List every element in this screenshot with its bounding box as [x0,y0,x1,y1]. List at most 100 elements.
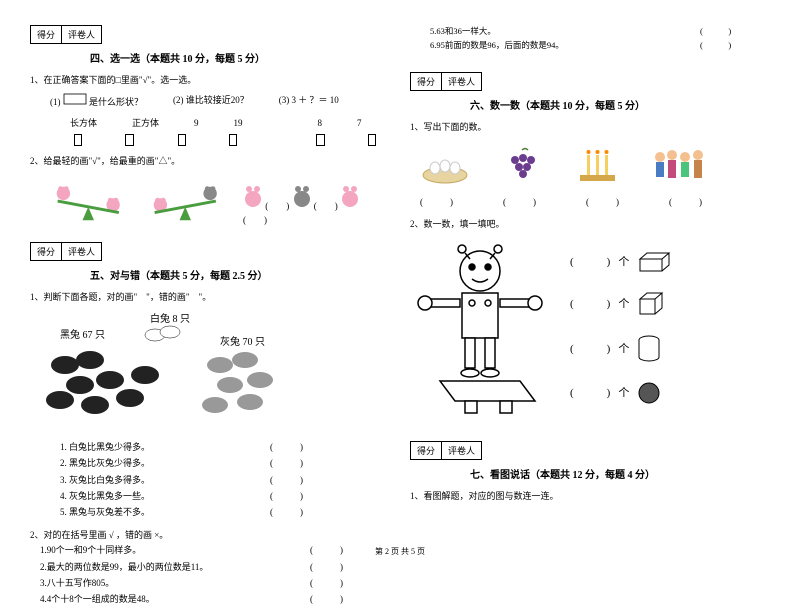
cylinder-shape-icon [637,335,661,363]
q5-2-stem: 2、对的在括号里画 √ ，错的画 ×。 [30,528,380,542]
seesaw-row: ( ) ( ) ( ) [50,179,380,228]
section-5-block: 得分 评卷人 五、对与错（本题共 5 分，每题 2.5 分） [30,242,380,282]
rabbits-image: 白兔 8 只 黑兔 67 只 灰兔 70 只 [30,310,310,430]
tf-item: 3. 灰兔比白兔多得多。( ) [60,472,310,488]
q4-2: 2、给最轻的画"√"，给最重的画"△"。 ( ) ( ) ( ) [30,154,380,227]
section-7-block: 得分 评卷人 七、看图说话（本题共 12 分，每题 4 分） [410,441,770,481]
left-column: 得分 评卷人 四、选一选（本题共 10 分，每题 5 分） 1、在正确答案下面的… [0,0,400,565]
bunny-icon [243,179,263,209]
people-item [650,145,710,189]
label-8: 8 [318,116,323,130]
grader-label: 评卷人 [442,442,481,459]
score-label: 得分 [411,73,442,90]
white-label: 白兔 8 只 [150,312,190,325]
label-cube: 正方体 [132,116,159,130]
answer-bracket[interactable]: ( ) [586,195,619,209]
answer-brackets: ( ) ( ) ( ) [243,179,380,228]
score-box-5: 得分 评卷人 [30,242,102,261]
black-label: 黑兔 67 只 [60,328,105,341]
q4-1-p2: (2) 谁比较接近20？ [173,93,249,109]
score-label: 得分 [31,26,62,43]
sphere-shape-icon [637,381,661,405]
shape-row-sphere: ( )个 [570,381,672,405]
seesaw-1-icon [50,183,127,223]
q5-2: 2、对的在括号里画 √ ，错的画 ×。 1.90个一和9个十同样多。( ) 2.… [30,528,380,607]
label-cuboid: 长方体 [70,116,97,130]
eggs-item [420,150,470,189]
grader-label: 评卷人 [62,243,101,260]
tf-list-1: 1. 白兔比黑兔少得多。( ) 2. 黑兔比灰兔少得多。( ) 3. 灰兔比白兔… [60,439,380,520]
answer-bracket[interactable]: ( ) [420,195,453,209]
score-label: 得分 [31,243,62,260]
tf-item: 6.95前面的数是96，后面的数是94。( ) [430,39,740,53]
score-label: 得分 [411,442,442,459]
tf-item: 4. 灰兔比黑兔多一些。( ) [60,488,310,504]
cuboid-icon [63,93,87,105]
q5-1: 1、判断下面各题，对的画" "，错的画" "。 白兔 8 只 黑兔 67 只 灰… [30,290,380,520]
cuboid-shape-icon [637,251,672,273]
q4-1-p1: (1) 是什么形状？ [50,93,143,109]
right-column: 5.63和36一样大。( ) 6.95前面的数是96，后面的数是94。( ) 得… [400,0,800,565]
shape-row-cuboid: ( )个 [570,251,672,273]
candles-icon [575,145,620,185]
tf-item: 5. 黑兔与灰兔差不多。( ) [60,504,310,520]
checkbox[interactable] [368,134,376,146]
tf-item: 3.八十五写作805。( ) [40,575,350,591]
answer-bracket[interactable]: ( ) [503,195,536,209]
shape-row-cylinder: ( )个 [570,335,672,363]
tf-item: 2.最大的两位数是99，最小的两位数是11。( ) [40,559,350,575]
score-box-4: 得分 评卷人 [30,25,102,44]
q6-1: 1、写出下面的数。 [410,120,770,209]
shape-list: ( )个 ( )个 ( )个 ( )个 [570,251,672,405]
grapes-item [500,145,545,189]
checkbox[interactable] [229,134,237,146]
q7-1: 1、看图解题，对应的图与数连一连。 [410,489,770,503]
tf-item: 2. 黑兔比灰兔少得多。( ) [60,455,310,471]
answer-bracket[interactable]: ( ) [669,195,702,209]
q5-2-continued: 5.63和36一样大。( ) 6.95前面的数是96，后面的数是94。( ) [430,25,770,52]
q6-2: 2、数一数，填一填吧。 [410,217,770,421]
q4-1-labels: 长方体 正方体 9 19 8 7 [70,116,380,130]
section-5-title: 五、对与错（本题共 5 分，每题 2.5 分） [90,267,380,282]
tf-item: 4.4个十8个一组成的数是48。( ) [40,591,350,607]
grapes-icon [500,145,545,185]
q4-1-p3: (3) 3 ＋ ？＝ 10 [279,93,339,109]
robot-section: ( )个 ( )个 ( )个 ( )个 [410,241,770,421]
q5-1-stem: 1、判断下面各题，对的画" "，错的画" "。 [30,290,380,304]
cube-shape-icon [637,291,665,317]
q6-1-stem: 1、写出下面的数。 [410,120,770,134]
score-box-6: 得分 评卷人 [410,72,482,91]
section-6-title: 六、数一数（本题共 10 分，每题 5 分） [470,97,770,112]
gray-label: 灰兔 70 只 [220,335,265,348]
label-7: 7 [357,116,362,130]
q4-1-stem: 1、在正确答案下面的□里画"√"。选一选。 [30,73,380,87]
q4-2-stem: 2、给最轻的画"√"，给最重的画"△"。 [30,154,380,168]
page-footer: 第 2 页 共 5 页 [0,546,800,557]
robot-icon [410,241,550,421]
grader-label: 评卷人 [62,26,101,43]
label-9: 9 [194,116,199,130]
section-6-block: 得分 评卷人 六、数一数（本题共 10 分，每题 5 分） [410,72,770,112]
q7-1-stem: 1、看图解题，对应的图与数连一连。 [410,489,770,503]
grader-label: 评卷人 [442,73,481,90]
label-19: 19 [234,116,243,130]
q4-1-parts: (1) 是什么形状？ (2) 谁比较接近20？ (3) 3 ＋ ？＝ 10 [50,93,380,109]
count-items [420,145,770,189]
q4-1-checkboxes [70,134,380,146]
checkbox[interactable] [178,134,186,146]
seesaw-2-icon [147,183,224,223]
score-box-7: 得分 评卷人 [410,441,482,460]
bunny-icon [340,179,360,209]
shape-row-cube: ( )个 [570,291,672,317]
tf-item: 5.63和36一样大。( ) [430,25,740,39]
eggs-icon [420,150,470,185]
q6-2-stem: 2、数一数，填一填吧。 [410,217,770,231]
checkbox[interactable] [74,134,82,146]
checkbox[interactable] [316,134,324,146]
section-7-title: 七、看图说话（本题共 12 分，每题 4 分） [470,466,770,481]
cat-icon [292,179,312,209]
section-4-title: 四、选一选（本题共 10 分，每题 5 分） [90,50,380,65]
checkbox[interactable] [125,134,133,146]
candles-item [575,145,620,189]
q4-1: 1、在正确答案下面的□里画"√"。选一选。 (1) 是什么形状？ (2) 谁比较… [30,73,380,146]
